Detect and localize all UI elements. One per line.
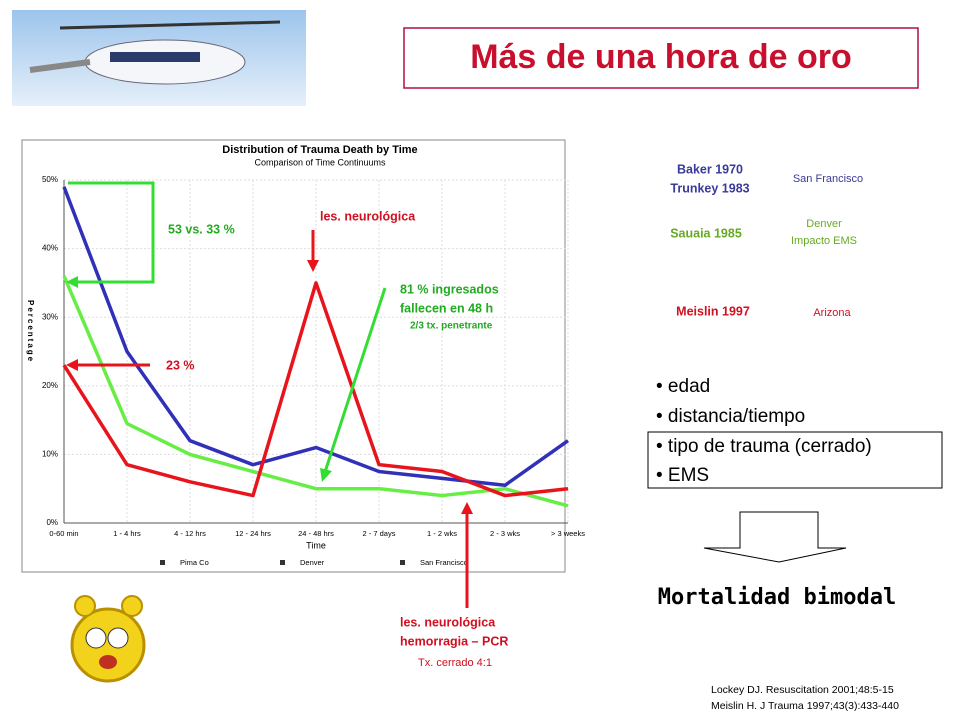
- bullet: • EMS: [656, 465, 709, 486]
- annotation: 81 % ingresados: [400, 282, 499, 296]
- x-tick-label: 2 - 3 wks: [490, 529, 520, 538]
- series-line: [62, 186, 570, 488]
- legend-label: Denver: [300, 558, 325, 567]
- x-tick-label: 1 - 4 hrs: [113, 529, 141, 538]
- bullet: • tipo de trauma (cerrado): [656, 436, 872, 457]
- y-tick-label: 50%: [42, 175, 58, 184]
- legend-swatch: [280, 560, 285, 565]
- study: Baker 1970: [677, 162, 743, 176]
- x-tick-label: 0-60 min: [49, 529, 78, 538]
- y-tick-label: 20%: [42, 381, 58, 390]
- y-tick-label: 0%: [46, 518, 58, 527]
- arrow-shape: [703, 511, 847, 563]
- y-tick-label: 40%: [42, 244, 58, 253]
- chart-subtitle: Comparison of Time Continuums: [254, 157, 386, 167]
- bullet: • edad: [656, 376, 710, 397]
- x-tick-label: > 3 weeks: [551, 529, 585, 538]
- x-tick-label: 12 - 24 hrs: [235, 529, 271, 538]
- chart: Distribution of Trauma Death by TimeComp…: [26, 144, 585, 567]
- annotation: 53 vs. 33 %: [168, 222, 235, 236]
- annotation: fallecen en 48 h: [400, 301, 493, 315]
- study-place: Impacto EMS: [791, 235, 857, 247]
- annotation: les. neurológica: [400, 615, 496, 629]
- reference: Meislin H. J Trauma 1997;43(3):433-440: [711, 700, 899, 712]
- legend-swatch: [160, 560, 165, 565]
- series-line: [62, 275, 569, 508]
- study: Trunkey 1983: [670, 181, 749, 195]
- annotation-arrows: [66, 181, 473, 608]
- study-place: Arizona: [813, 307, 851, 319]
- x-tick-label: 1 - 2 wks: [427, 529, 457, 538]
- helicopter-image: [12, 10, 306, 106]
- annotation: 2/3 tx. penetrante: [410, 321, 493, 332]
- conclusion: Mortalidad bimodal: [658, 585, 896, 610]
- x-tick-label: 24 - 48 hrs: [298, 529, 334, 538]
- title-box: [403, 27, 919, 89]
- reference: Lockey DJ. Resuscitation 2001;48:5-15: [711, 684, 894, 696]
- annotation: Tx. cerrado 4:1: [418, 657, 492, 669]
- legend-label: Pima Co: [180, 558, 209, 567]
- study: Meislin 1997: [676, 304, 750, 318]
- bullet-box: [647, 431, 943, 489]
- annotation: les. neurológica: [320, 209, 416, 223]
- y-tick-label: 10%: [42, 450, 58, 459]
- study: Sauaia 1985: [670, 226, 742, 240]
- bullet: • distancia/tiempo: [656, 406, 805, 427]
- x-axis-label: Time: [306, 540, 326, 550]
- clock-icon: [70, 595, 146, 683]
- y-tick-label: 30%: [42, 312, 58, 321]
- y-axis-label: Percentage: [26, 300, 35, 363]
- annotation: 23 %: [166, 358, 195, 372]
- slide-title: Más de una hora de oro: [470, 38, 852, 76]
- legend-swatch: [400, 560, 405, 565]
- study-place: San Francisco: [793, 173, 863, 185]
- study-place: Denver: [806, 218, 842, 230]
- legend-label: San Francisco: [420, 558, 468, 567]
- annotation: hemorragia – PCR: [400, 634, 508, 648]
- chart-title: Distribution of Trauma Death by Time: [222, 144, 417, 156]
- series-line: [62, 281, 569, 498]
- x-tick-label: 2 - 7 days: [363, 529, 396, 538]
- x-tick-label: 4 - 12 hrs: [174, 529, 206, 538]
